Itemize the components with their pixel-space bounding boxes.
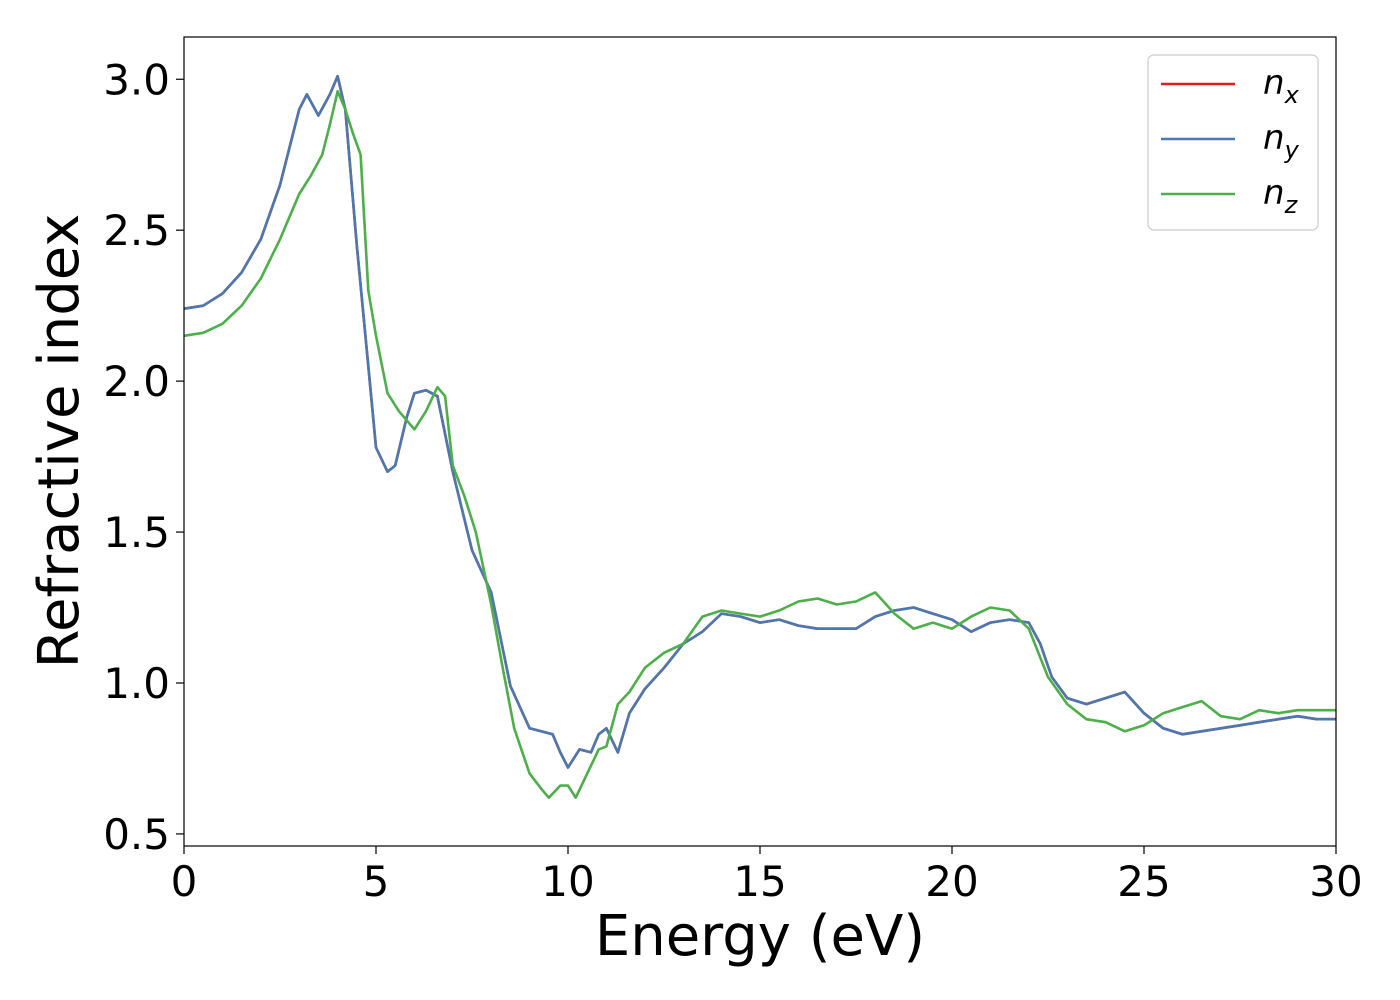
y-axis-label: Refractive index [27,214,92,669]
series-line-y [183,74,1336,769]
legend-box [1147,54,1319,231]
x-tick-label: 30 [1309,857,1362,906]
legend-label-y: ny [1263,118,1300,164]
series-layer [183,74,1336,800]
x-tick-label: 10 [541,857,594,906]
y-tick-label: 0.5 [103,810,170,859]
x-axis-label: Energy (eV) [595,904,925,969]
y-tick-label: 2.5 [103,206,170,255]
x-tick-label: 15 [733,857,786,906]
legend-label-x: nx [1263,63,1300,109]
y-tick-label: 3.0 [103,55,170,104]
legend-label-z: nz [1263,173,1299,219]
y-tick-label: 2.0 [103,357,170,406]
axis-layer: 0 5 10 15 20 25 30 0.5 1.0 1.5 2.0 2.5 3.0 [103,55,1363,906]
y-tick-label: 1.5 [103,508,170,557]
legend: nx ny nz [1147,54,1319,231]
series-line-z [183,90,1336,800]
x-tick-label: 25 [1117,857,1170,906]
x-tick-label: 0 [171,857,198,906]
y-tick-label: 1.0 [103,659,170,708]
x-tick-label: 20 [925,857,978,906]
x-tick-label: 5 [363,857,390,906]
